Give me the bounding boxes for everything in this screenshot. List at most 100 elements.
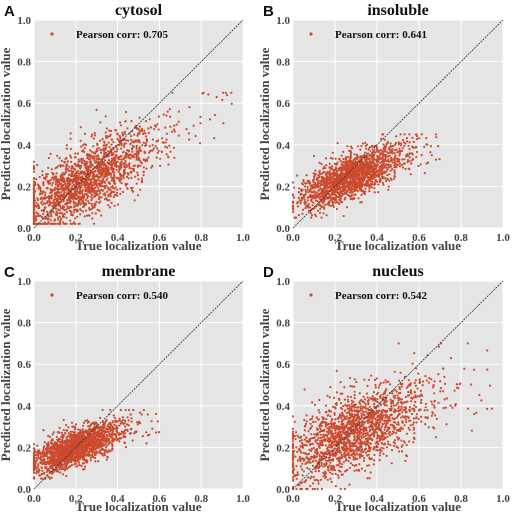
data-point [48, 197, 51, 201]
data-point [297, 196, 300, 200]
data-point [347, 163, 350, 167]
data-point [113, 156, 116, 159]
data-point [177, 120, 180, 123]
data-point [360, 165, 363, 168]
data-point [97, 155, 100, 158]
data-point [383, 138, 386, 141]
data-point [85, 176, 89, 179]
data-point [106, 190, 109, 193]
data-point [98, 184, 101, 187]
data-point [113, 179, 116, 183]
data-point [58, 181, 61, 184]
data-point [140, 179, 143, 182]
data-point [118, 134, 121, 138]
data-point [116, 203, 120, 206]
data-point [79, 139, 82, 142]
data-point [300, 189, 303, 192]
data-point [62, 418, 65, 422]
data-point [363, 177, 366, 181]
data-point [142, 170, 145, 173]
y-tick-label: 0.0 [17, 484, 31, 496]
data-point [89, 192, 92, 195]
data-point [358, 182, 361, 185]
data-point [406, 153, 409, 156]
data-point [390, 160, 393, 163]
data-point [411, 152, 414, 155]
data-point [98, 195, 101, 198]
data-point [57, 195, 60, 198]
data-point [371, 159, 374, 162]
data-point [47, 166, 50, 169]
data-point [77, 158, 80, 161]
data-point [349, 177, 352, 180]
data-point [430, 154, 433, 157]
data-point [338, 178, 341, 181]
data-point [78, 222, 81, 225]
data-point [122, 157, 125, 160]
data-point [59, 211, 62, 214]
data-point [339, 160, 342, 163]
data-point [369, 165, 372, 168]
data-point [148, 150, 151, 153]
data-point [132, 145, 135, 148]
data-point [408, 168, 411, 171]
data-point [357, 169, 360, 172]
data-point [119, 192, 122, 196]
data-point [93, 202, 96, 205]
data-point [103, 141, 106, 144]
data-point [127, 156, 130, 159]
data-point [386, 141, 389, 144]
data-point [310, 216, 313, 219]
data-point [373, 154, 376, 157]
data-point [113, 161, 116, 164]
data-point [299, 201, 302, 204]
data-point [297, 187, 301, 190]
data-point [104, 451, 107, 454]
data-point [344, 171, 347, 174]
data-point [100, 196, 103, 199]
data-point [354, 178, 357, 181]
data-point [67, 197, 70, 201]
data-point [348, 172, 351, 175]
data-point [342, 214, 345, 218]
data-point [358, 166, 361, 169]
data-point [105, 184, 108, 187]
data-point [130, 420, 133, 423]
data-point [88, 208, 91, 211]
data-point [36, 198, 40, 202]
data-point [368, 190, 371, 193]
data-point [151, 138, 154, 141]
data-point [330, 177, 333, 180]
data-point [94, 194, 97, 197]
data-point [93, 437, 97, 440]
data-point [387, 185, 390, 188]
data-point [81, 157, 84, 160]
data-point [359, 169, 362, 172]
data-point [101, 174, 104, 177]
data-point [83, 147, 86, 150]
data-point [58, 209, 61, 212]
data-point [106, 199, 109, 202]
data-point [66, 436, 69, 439]
data-point [306, 188, 309, 191]
data-point [120, 155, 123, 158]
data-point [50, 197, 53, 200]
data-point [321, 205, 324, 208]
data-point [103, 144, 106, 147]
data-point [379, 153, 382, 156]
data-point [120, 147, 123, 150]
data-point [58, 198, 62, 201]
data-point [35, 201, 38, 204]
data-point [222, 91, 225, 94]
data-point [199, 122, 202, 125]
data-point [374, 174, 377, 177]
data-point [146, 434, 149, 437]
data-point [107, 166, 110, 169]
data-point [391, 168, 394, 171]
data-point [192, 124, 195, 127]
data-point [175, 123, 178, 126]
data-point [74, 217, 77, 220]
y-tick-label: 0.6 [17, 359, 31, 371]
data-point [208, 118, 212, 121]
data-point [201, 92, 204, 95]
